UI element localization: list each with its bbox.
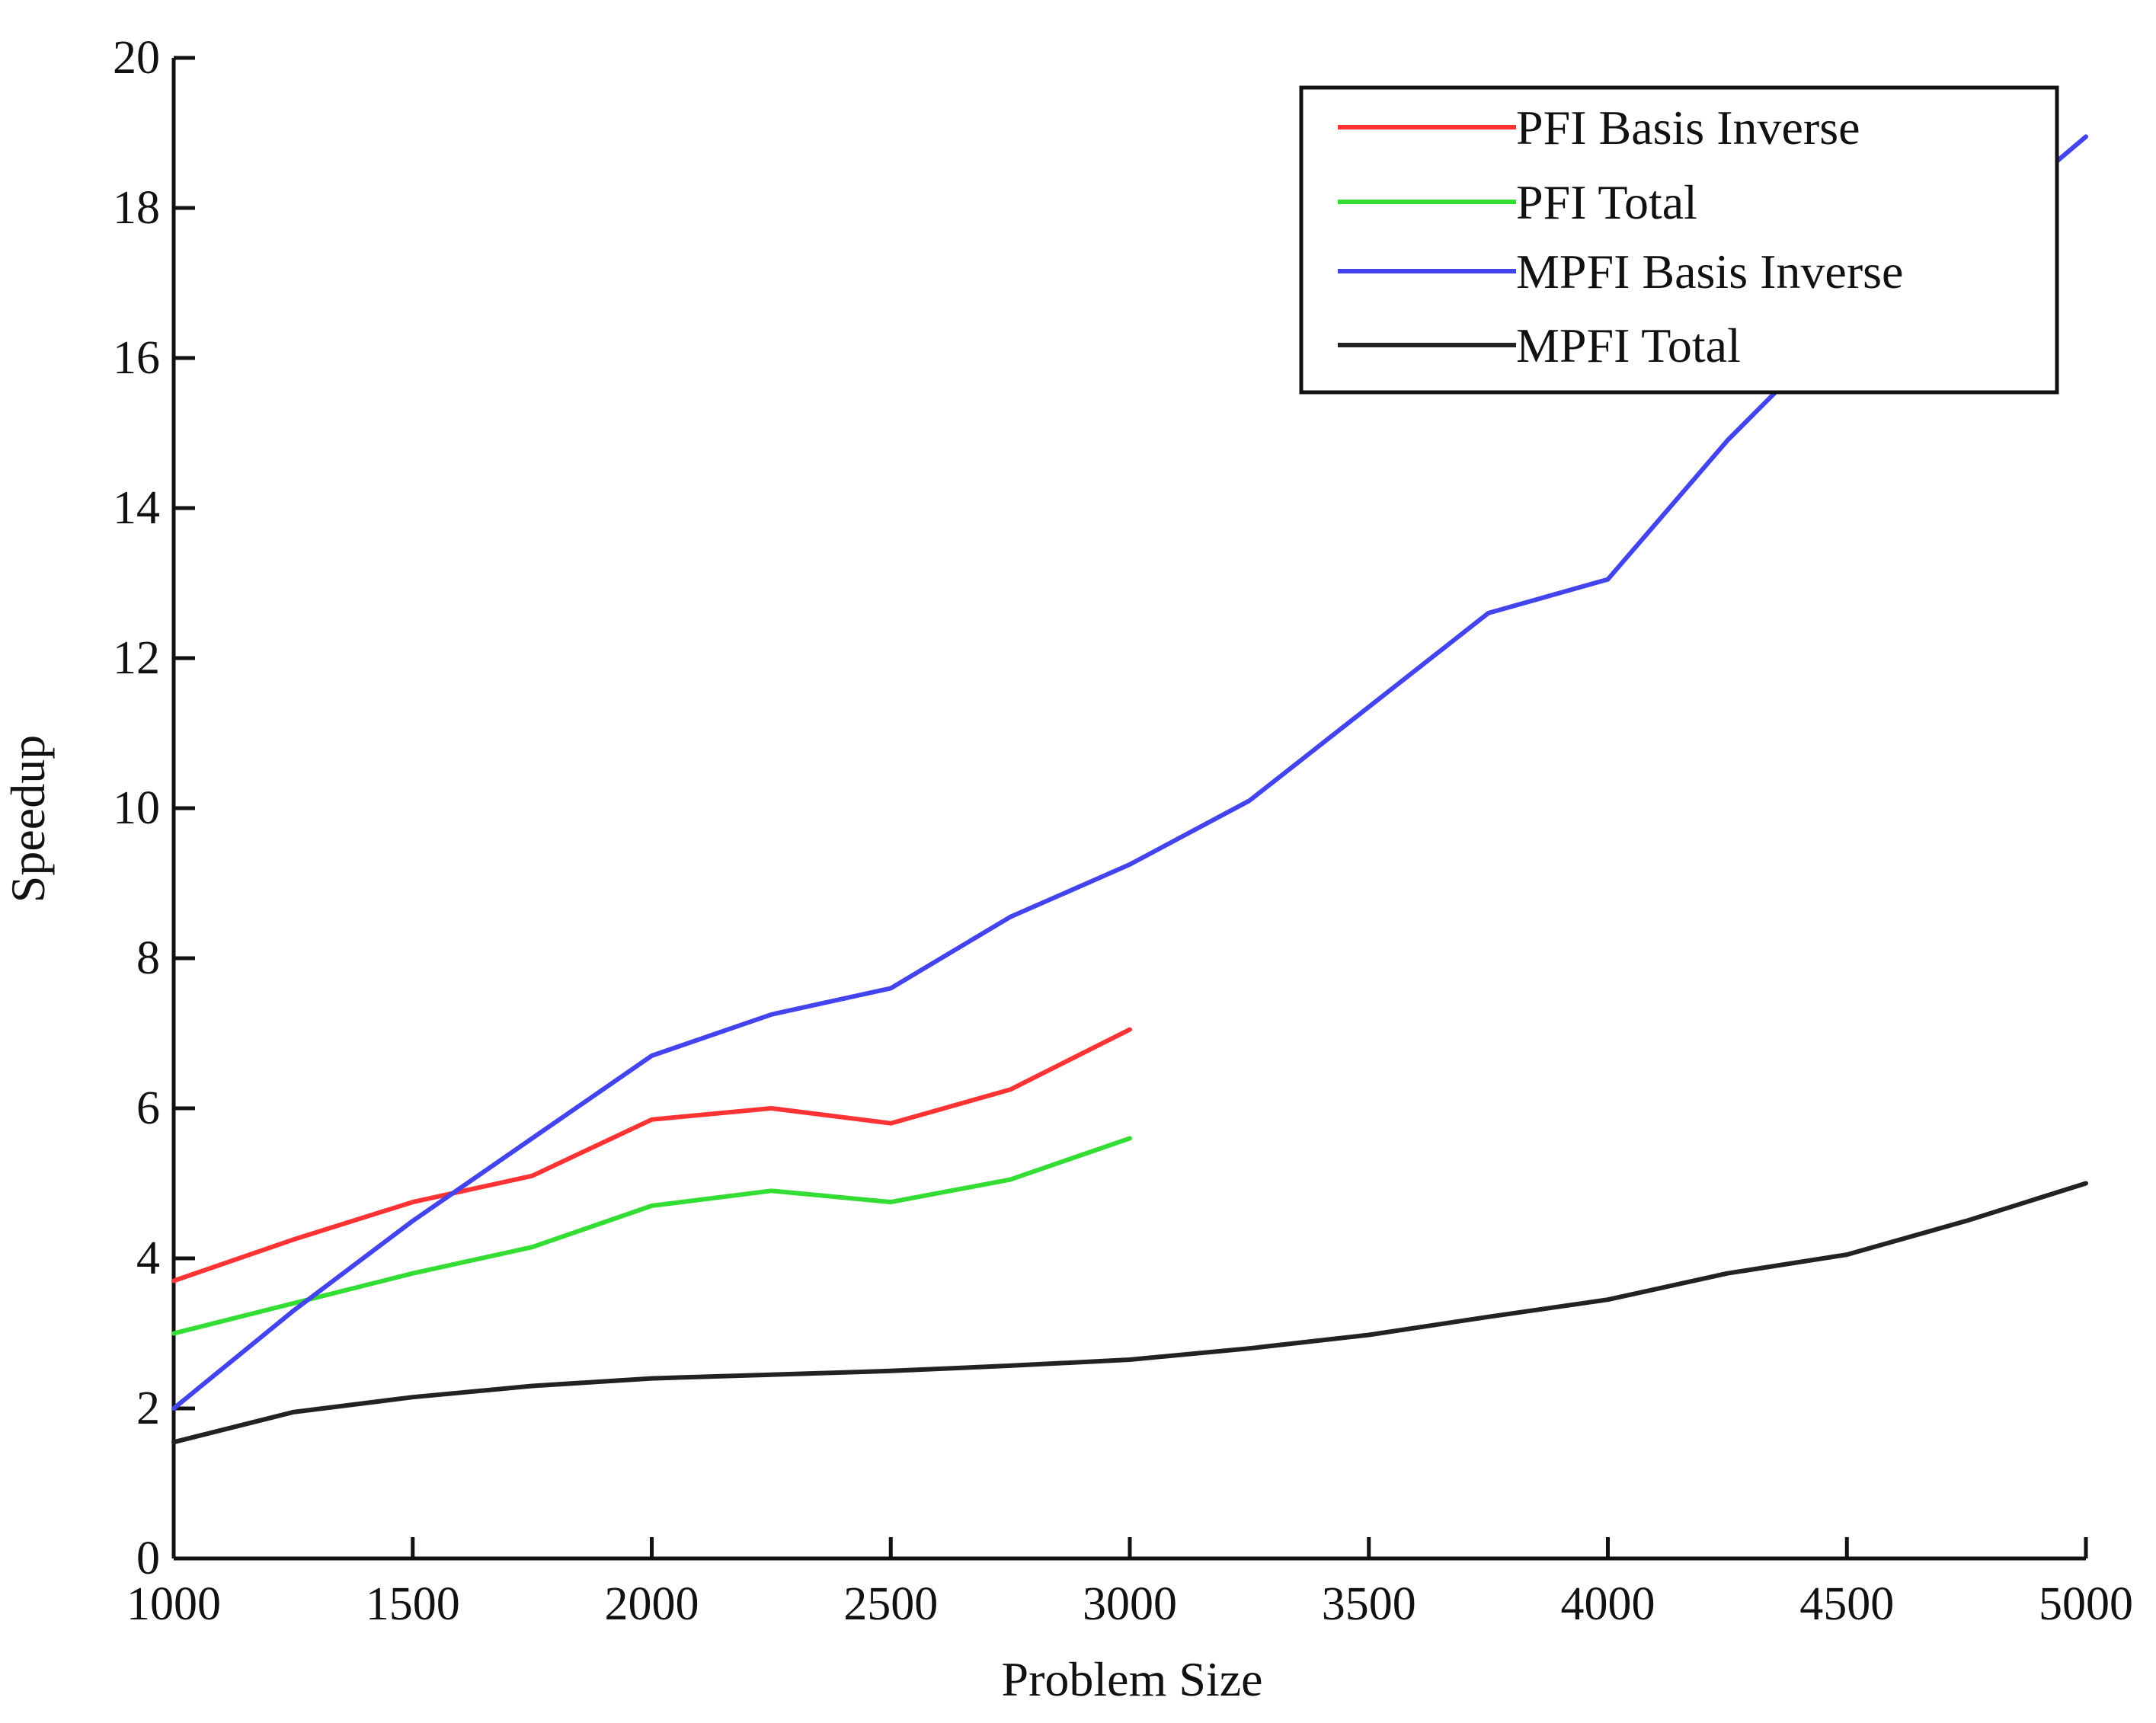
x-tick-label: 4500 xyxy=(1799,1578,1894,1630)
legend-box xyxy=(1299,85,2059,395)
y-tick-label: 6 xyxy=(136,1082,160,1134)
legend: PFI Basis Inverse PFI Total MPFI Basis Inv… xyxy=(1299,85,2059,395)
x-tick-label: 3000 xyxy=(1083,1578,1177,1630)
legend-label: MPFI Total xyxy=(1516,318,1741,372)
x-tick-label: 3500 xyxy=(1322,1578,1416,1630)
y-axis-title: Speedup xyxy=(1,735,55,903)
x-tick-label: 2500 xyxy=(843,1578,938,1630)
y-tick-label: 12 xyxy=(113,632,160,684)
x-tick-label: 1000 xyxy=(126,1578,221,1630)
series-line-pfi-total xyxy=(171,1136,1132,1336)
x-tick-label: 5000 xyxy=(2039,1578,2133,1630)
x-tick-label: 2000 xyxy=(605,1578,699,1630)
series-line-mpfi-basis-inverse xyxy=(171,134,2088,1411)
axes: 0 2 4 6 8 10 12 14 16 18 20 1000 1500 2000 2500 3000 350… xyxy=(113,32,2133,1630)
series-lines xyxy=(171,134,2088,1445)
y-tick-label: 0 xyxy=(136,1533,160,1584)
y-tick-label: 14 xyxy=(113,482,160,534)
x-axis-title: Problem Size xyxy=(1001,1652,1262,1706)
y-tick-label: 20 xyxy=(113,32,160,84)
y-tick-label: 4 xyxy=(136,1232,160,1284)
x-tick-label: 4000 xyxy=(1561,1578,1655,1630)
x-tick-label: 1500 xyxy=(366,1578,460,1630)
y-tick-label: 10 xyxy=(113,782,160,834)
series-line-pfi-basis-inverse xyxy=(171,1027,1132,1283)
y-tick-label: 16 xyxy=(113,332,160,384)
legend-label: PFI Total xyxy=(1516,175,1697,229)
y-tick-label: 2 xyxy=(136,1383,160,1434)
legend-label: PFI Basis Inverse xyxy=(1516,101,1860,155)
legend-label: MPFI Basis Inverse xyxy=(1516,245,1903,299)
y-tick-label: 8 xyxy=(136,932,160,984)
series-line-mpfi-total xyxy=(171,1181,2088,1445)
y-tick-label: 18 xyxy=(113,182,160,234)
